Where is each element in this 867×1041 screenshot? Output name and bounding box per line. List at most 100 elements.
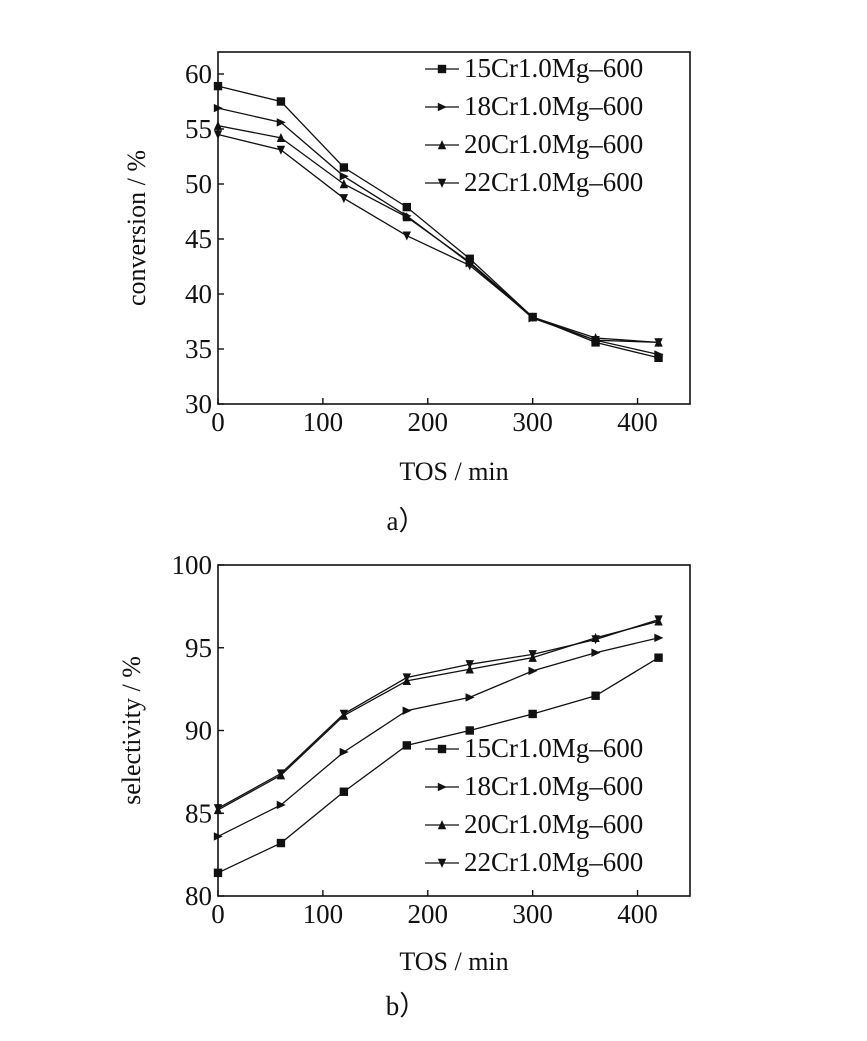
chart-b-legend: 15Cr1.0Mg–600 18Cr1.0Mg–600 20Cr1.0Mg–600 2… <box>425 733 643 877</box>
chart-b-series-2-point <box>213 832 223 841</box>
chart-a-series-3-point <box>213 120 223 130</box>
chart-a-series-4-point <box>402 231 411 241</box>
chart-b-legend-marker <box>437 782 447 792</box>
chart-b-x-tick-label: 300 <box>512 899 553 929</box>
chart-b-series-1-point <box>339 787 349 796</box>
chart-a-y-tick-label: 30 <box>185 389 212 419</box>
chart-a-series-4-point <box>465 261 474 271</box>
chart-b-series-1-point <box>654 653 663 662</box>
chart-b-series-2-point <box>276 800 286 810</box>
chart-a-series-1-line <box>217 85 659 359</box>
chart-a-legend: 15Cr1.0Mg–600 18Cr1.0Mg–600 20Cr1.0Mg–600 2… <box>425 53 643 197</box>
chart-a-series-1-point <box>402 202 411 212</box>
chart-a: 0 100 200 300 400 30 35 40 45 50 55 60 TOS / min conv… <box>122 51 691 536</box>
chart-a-x-tick-label: 0 <box>211 407 225 437</box>
chart-b-series-2-point <box>654 633 664 643</box>
chart-b-x-tick-label: 0 <box>211 899 225 929</box>
chart-b-series-2-line <box>217 637 659 838</box>
chart-a-x-axis-title: TOS / min <box>399 457 508 486</box>
chart-b-panel-label: b） <box>386 991 427 1021</box>
chart-b-legend-label: 20Cr1.0Mg–600 <box>464 809 643 839</box>
chart-a-series-1-point <box>276 97 286 106</box>
chart-b-series-1-line <box>217 657 659 874</box>
chart-a-x-tick-label: 100 <box>303 407 344 437</box>
chart-b-series-4-line <box>217 618 659 809</box>
chart-b-legend-marker <box>437 744 447 754</box>
chart-b-y-tick-label: 90 <box>185 716 212 746</box>
chart-a-legend-label: 18Cr1.0Mg–600 <box>464 91 643 121</box>
chart-a-y-tick-label: 60 <box>185 59 212 89</box>
chart-a-x-tick-label: 200 <box>408 407 449 437</box>
chart-a-series-1-point <box>213 81 223 91</box>
chart-b-y-tick-label: 100 <box>172 550 213 580</box>
chart-a-legend-label: 20Cr1.0Mg–600 <box>464 129 643 159</box>
chart-a-series-3-point <box>276 132 286 142</box>
chart-a-y-tick-label: 55 <box>185 114 212 144</box>
chart-a-series-3-line <box>217 125 659 344</box>
chart-b: 0 100 200 300 400 80 85 90 95 100 TOS / min selecti… <box>117 550 691 1021</box>
chart-a-legend-label: 22Cr1.0Mg–600 <box>464 167 643 197</box>
chart-a-series-2-point <box>654 350 664 359</box>
chart-a-legend-marker <box>437 178 447 188</box>
chart-b-x-tick-label: 100 <box>303 899 344 929</box>
chart-b-series-4-point <box>465 660 474 670</box>
chart-b-series-3-line <box>217 620 659 811</box>
chart-a-y-tick-label: 35 <box>185 334 212 364</box>
chart-b-series-1-point <box>402 741 411 750</box>
chart-a-series-4-point <box>654 338 663 348</box>
chart-b-y-tick-label: 85 <box>185 798 212 828</box>
chart-a-y-tick-label: 40 <box>185 279 212 309</box>
chart-a-plot-frame <box>217 51 691 405</box>
chart-a-legend-marker <box>437 102 447 112</box>
chart-b-legend-label: 18Cr1.0Mg–600 <box>464 771 643 801</box>
chart-a-series-4-point <box>213 130 223 140</box>
chart-a-series-2-point <box>213 103 223 113</box>
chart-a-series-4-point <box>339 194 349 204</box>
chart-a-legend-label: 15Cr1.0Mg–600 <box>464 53 643 83</box>
chart-a-series-2-point <box>339 172 349 181</box>
chart-a-series-3-point <box>339 179 349 189</box>
chart-b-legend-marker <box>437 820 447 830</box>
chart-b-series-1-point <box>528 709 537 719</box>
chart-b-series-1-point <box>276 838 286 848</box>
chart-b-series-4-point <box>339 709 349 719</box>
chart-b-x-tick-label: 400 <box>617 899 658 929</box>
chart-b-y-tick-label: 95 <box>185 633 212 663</box>
chart-b-series-4-point <box>402 673 411 683</box>
chart-b-x-axis-title: TOS / min <box>399 947 508 976</box>
chart-b-series-4-point <box>213 804 223 814</box>
chart-a-x-tick-label: 300 <box>512 407 553 437</box>
chart-b-series-2-point <box>528 666 538 676</box>
chart-b-series-1-point <box>591 691 600 700</box>
chart-b-series-2-point <box>402 706 412 715</box>
chart-a-series-2-point <box>276 118 286 127</box>
chart-a-legend-marker <box>437 64 447 74</box>
chart-b-series-4-point <box>654 615 663 625</box>
chart-b-series-1-point <box>465 726 474 735</box>
chart-a-series-1-point <box>339 163 349 172</box>
chart-b-series-2-point <box>591 648 601 657</box>
chart-b-y-axis-title: selectivity / % <box>117 656 146 805</box>
chart-a-x-tick-label: 400 <box>617 407 658 437</box>
chart-b-series-1-point <box>213 868 223 878</box>
chart-b-legend-label: 22Cr1.0Mg–600 <box>464 847 643 877</box>
chart-a-series-4-point <box>276 145 286 155</box>
chart-b-y-tick-label: 80 <box>185 881 212 911</box>
chart-a-y-axis-title: conversion / % <box>122 150 151 306</box>
chart-a-series-4-point <box>591 336 600 346</box>
chart-b-series-2-point <box>465 693 475 702</box>
chart-b-x-tick-label: 200 <box>408 899 449 929</box>
chart-a-series-4-point <box>528 312 537 322</box>
chart-b-legend-marker <box>437 858 447 868</box>
chart-a-legend-marker <box>437 140 447 150</box>
chart-b-legend-label: 15Cr1.0Mg–600 <box>464 733 643 763</box>
chart-b-series-4-point <box>276 769 286 779</box>
chart-b-series-4-point <box>591 635 600 645</box>
chart-b-series-4-point <box>528 650 537 660</box>
chart-a-series-4-line <box>217 133 659 344</box>
chart-b-series-2-point <box>339 747 349 757</box>
chart-a-panel-label: a） <box>387 506 426 536</box>
chart-a-y-tick-label: 45 <box>185 224 212 254</box>
chart-a-series-3-point <box>402 212 411 222</box>
